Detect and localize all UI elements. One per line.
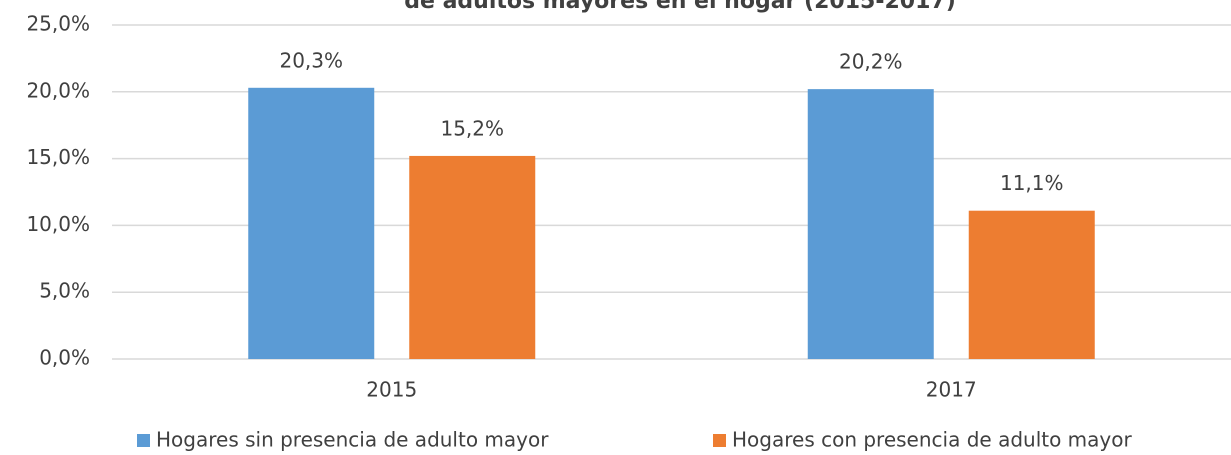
y-tick-label: 25,0% [26, 12, 90, 36]
y-tick-label: 15,0% [26, 145, 90, 169]
y-tick-label: 5,0% [39, 279, 90, 303]
legend-swatch [137, 434, 150, 447]
data-label: 20,3% [279, 48, 343, 72]
data-label: 15,2% [440, 116, 504, 140]
legend-swatch [713, 434, 726, 447]
x-tick-label: 2017 [926, 378, 977, 402]
legend-label: Hogares sin presencia de adulto mayor [156, 428, 549, 452]
bar [409, 155, 536, 359]
bar [968, 210, 1095, 359]
legend-label: Hogares con presencia de adulto mayor [732, 428, 1132, 452]
chart-title: de adultos mayores en el hogar (2015-201… [404, 0, 956, 14]
bar [248, 87, 375, 360]
data-label: 20,2% [839, 50, 903, 74]
x-tick-label: 2015 [366, 378, 417, 402]
bar [807, 89, 934, 360]
y-tick-label: 20,0% [26, 78, 90, 102]
data-label: 11,1% [1000, 171, 1064, 195]
y-tick-label: 10,0% [26, 212, 90, 236]
y-tick-label: 0,0% [39, 346, 90, 370]
